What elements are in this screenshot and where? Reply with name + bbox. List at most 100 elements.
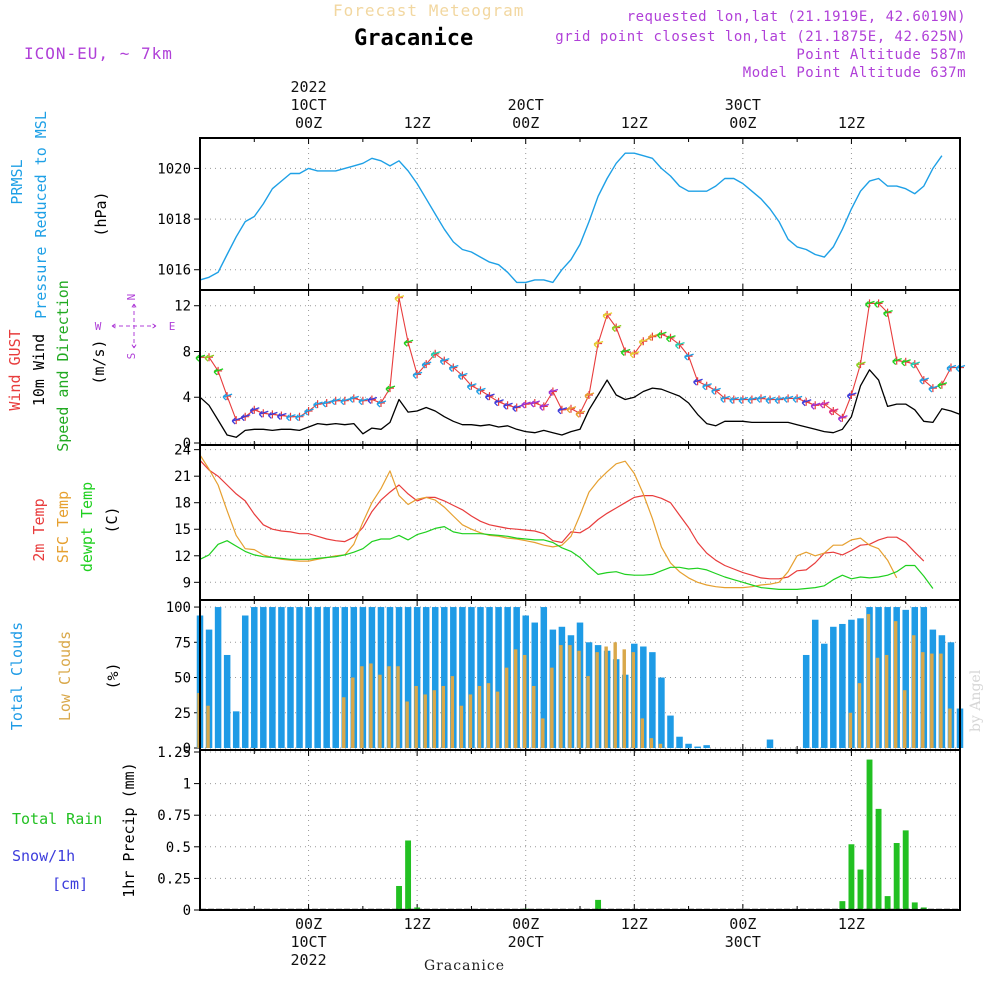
wind-direction-arrow	[457, 372, 468, 380]
pressure-unit: (hPa)	[92, 191, 110, 236]
wind-speed-line	[199, 369, 961, 438]
precip-ytick-label: 0.5	[166, 840, 191, 856]
wind-direction-arrow	[313, 401, 323, 409]
wind-panel: 0 4 8 12	[174, 290, 960, 452]
time-label-top: 20CT	[508, 96, 544, 114]
low-cloud-bar	[948, 708, 952, 748]
total-cloud-bar	[314, 607, 321, 748]
wind-direction-arrow	[647, 333, 658, 342]
time-label-top: 2022	[291, 78, 327, 96]
wind-direction-arrow	[638, 338, 649, 346]
total-cloud-bar	[640, 646, 647, 748]
dewpt-label: dewpt Temp	[78, 482, 96, 572]
low-cloud-bar	[206, 705, 210, 748]
rain-bar	[902, 830, 909, 910]
pressure-ytick-label: 1018	[157, 212, 191, 228]
compass-e: E	[169, 320, 176, 333]
wind-direction-arrow	[512, 404, 522, 412]
total-cloud-bar	[694, 746, 701, 748]
compass-w: W	[95, 320, 102, 333]
wind-direction-arrow	[928, 385, 939, 393]
rain-bar	[396, 885, 402, 910]
time-label-bottom: 30CT	[725, 933, 761, 951]
rain-bar	[405, 840, 412, 910]
clouds-ytick-label: 0	[183, 741, 191, 757]
wind-direction-arrow	[466, 383, 477, 391]
total-cloud-bar	[685, 743, 692, 748]
time-label-bottom: 12Z	[404, 915, 431, 933]
total-cloud-bar	[214, 607, 222, 748]
total-cloud-bar	[441, 607, 448, 748]
wind-direction-arrow	[575, 410, 586, 418]
rain-label: Total Rain	[12, 810, 102, 828]
wind-direction-arrow	[919, 377, 930, 385]
wind-direction-arrow	[892, 357, 902, 366]
total-cloud-bar	[269, 607, 276, 748]
low-cloud-bar	[351, 677, 355, 748]
low-cloud-bar	[423, 694, 427, 748]
low-cloud-bar	[541, 718, 545, 748]
time-label-top: 12Z	[838, 114, 865, 132]
wind-direction-arrow	[856, 361, 866, 369]
cloud-unit: (%)	[104, 662, 122, 689]
rain-bar	[920, 907, 927, 910]
low-cloud-bar	[459, 705, 464, 748]
temperature-ytick-label: 9	[183, 575, 191, 591]
low-cloud-bar	[532, 685, 536, 748]
low-cloud-bar	[622, 649, 626, 748]
rain-bar	[875, 808, 882, 910]
total-cloud-bar	[477, 607, 484, 748]
time-label-top: 10CT	[291, 96, 327, 114]
precip-frame	[199, 749, 961, 911]
low-cloud-bar	[486, 683, 491, 748]
total-cloud-bar	[658, 677, 665, 748]
total-cloud-bar	[902, 609, 909, 748]
total-cloud-bar	[667, 715, 674, 748]
wind-direction-arrow	[738, 396, 749, 404]
total-cloud-bar	[649, 652, 656, 748]
precip-axis-label: 1hr Precip (mm)	[120, 762, 138, 897]
wind-ytick-label: 12	[174, 299, 191, 315]
low-cloud-bar	[640, 718, 645, 748]
wind-direction-arrow	[620, 348, 631, 356]
precip-ytick-label: 0.75	[157, 808, 191, 824]
temperature-ytick-label: 24	[174, 443, 191, 459]
temperature-ytick-label: 15	[174, 522, 191, 538]
low-cloud-bar	[613, 642, 617, 748]
wind-direction-arrow	[448, 364, 459, 372]
time-label-bottom: 10CT	[291, 933, 327, 951]
wind-direction-arrow	[249, 407, 260, 415]
time-label-bottom: 12Z	[621, 915, 648, 933]
wind-direction-arrow	[756, 395, 767, 403]
wind-direction-arrow	[430, 351, 441, 359]
wind-direction-arrow	[783, 395, 794, 403]
low-cloud-bar	[604, 646, 608, 748]
wind-direction-arrow	[801, 399, 812, 407]
wind-direction-arrow	[213, 368, 224, 376]
total-cloud-bar	[468, 607, 475, 748]
time-label-bottom: 00Z	[512, 915, 539, 933]
wind-direction-arrow	[593, 340, 604, 348]
total-cloud-bar	[422, 607, 430, 748]
precip-panel: 0 0.25 0.5 0.75 1 1.25	[157, 745, 960, 919]
wind-ytick-label: 4	[183, 390, 191, 406]
precip-ytick-label: 1	[183, 777, 191, 793]
total-cloud-bar	[278, 607, 285, 748]
wind-direction-arrow	[412, 371, 423, 379]
precip-ytick-label: 1.25	[157, 745, 191, 761]
clouds-ytick-label: 25	[174, 706, 191, 722]
wind-direction-arrow	[611, 324, 622, 332]
wind-direction-arrow	[476, 387, 486, 395]
low-cloud-bar	[441, 685, 446, 748]
footer-station: Gracanice	[424, 958, 506, 974]
compass-rose-icon	[111, 303, 157, 349]
temperature-ytick-label: 12	[174, 549, 191, 565]
total-cloud-bar	[431, 607, 439, 748]
wind-direction-arrow	[874, 300, 884, 308]
clouds-ytick-label: 50	[174, 671, 191, 687]
total-cloud-label: Total Clouds	[8, 622, 26, 730]
total-cloud-bar	[287, 607, 294, 748]
wind-direction-arrow	[810, 402, 821, 410]
time-label-bottom: 2022	[291, 951, 327, 969]
wind-direction-arrow	[240, 414, 251, 422]
